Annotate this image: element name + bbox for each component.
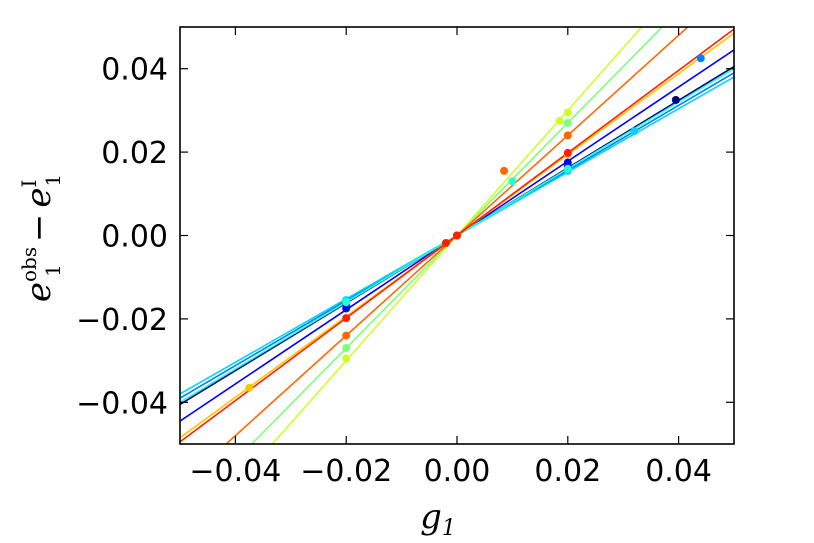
data-point-8-0	[342, 331, 351, 340]
data-point-4-3	[508, 177, 517, 186]
data-point-9-0	[342, 314, 351, 323]
x-axis-label: g1	[420, 497, 456, 541]
data-point-0-3	[671, 95, 680, 104]
data-point-8-3	[500, 166, 509, 175]
x-tick-label-1: −0.02	[300, 454, 392, 489]
data-point-9-1	[441, 239, 450, 248]
y-tick-label-4: 0.04	[101, 53, 168, 88]
data-point-9-3	[563, 148, 572, 157]
data-point-1-2	[563, 158, 572, 167]
x-tick-label-0: −0.04	[189, 454, 281, 489]
y-tick-label-3: 0.02	[101, 136, 168, 171]
x-tick-label-3: 0.02	[534, 454, 601, 489]
x-tick-label-2: 0.00	[424, 454, 491, 489]
y-tick-label-0: −0.04	[76, 386, 168, 421]
data-point-7-0	[245, 383, 254, 392]
data-point-5-2	[563, 118, 572, 127]
y-tick-label-2: 0.00	[101, 220, 168, 255]
y-tick-labels: −0.04 −0.02 0.00 0.02 0.04	[76, 53, 168, 422]
svg-text:eobs1−eI1: eobs1−eI1	[17, 174, 65, 302]
x-tick-label-4: 0.04	[645, 454, 712, 489]
x-tick-labels: −0.04 −0.02 0.00 0.02 0.04	[189, 454, 712, 489]
data-point-4-2	[563, 164, 572, 173]
data-point-4-0	[342, 298, 351, 307]
data-point-1-0	[342, 304, 351, 313]
axis-ticks	[180, 27, 734, 444]
y-tick-label-1: −0.02	[76, 303, 168, 338]
data-point-6-3	[555, 116, 564, 125]
data-point-8-2	[563, 131, 572, 140]
data-point-9-2	[453, 231, 461, 240]
data-point-6-2	[563, 108, 572, 117]
data-point-3-3	[630, 127, 639, 136]
data-point-2-3	[696, 54, 705, 63]
data-points	[245, 54, 705, 392]
y-axis-label: eobs1−eI1	[17, 174, 65, 302]
data-point-6-0	[342, 354, 351, 363]
fit-line-8	[224, 27, 690, 444]
data-point-5-0	[342, 344, 351, 353]
